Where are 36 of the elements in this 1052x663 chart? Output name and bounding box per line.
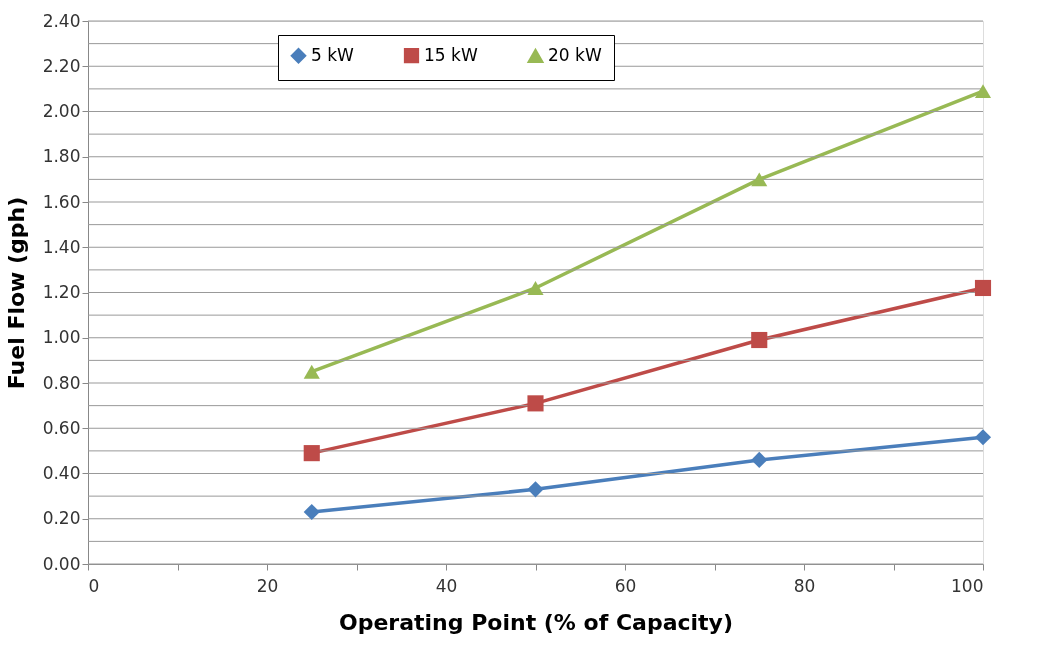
y-tick-label: 2.00 (42, 101, 81, 121)
x-tick-label: 60 (614, 575, 637, 596)
y-tick-label: 1.40 (42, 236, 81, 257)
point (751, 172, 768, 187)
y-tick-label: 0.80 (42, 372, 81, 393)
y-tick-label: 1.20 (42, 282, 81, 302)
y-tick-label: 2.40 (42, 10, 81, 31)
point (303, 445, 320, 462)
point (751, 451, 768, 468)
point (303, 364, 320, 379)
point (974, 279, 992, 297)
point (303, 503, 320, 521)
legend-label: 5 kW (311, 44, 355, 65)
point (974, 84, 992, 99)
y-tick-label: 1.00 (42, 327, 81, 348)
y-tick-label: 1.80 (42, 146, 81, 167)
x-tick-label: 80 (793, 575, 816, 596)
y-tick-label: 0.00 (42, 553, 81, 574)
y-tick-label: 0.40 (42, 463, 81, 483)
point (527, 481, 544, 498)
x-tick-label: 0 (88, 575, 100, 596)
y-tick-label: 2.20 (42, 55, 81, 76)
point (527, 395, 544, 412)
y-tick-label: 1.60 (42, 191, 81, 212)
legend-label: 15 kW (424, 44, 478, 65)
legend-label: 20 kW (548, 45, 602, 66)
y-axis-title: Fuel Flow (gph) (3, 196, 29, 390)
x-tick-label: 40 (435, 575, 458, 596)
y-tick-label: 0.20 (42, 508, 81, 529)
y-tick-label: 0.60 (42, 417, 81, 438)
point (751, 331, 768, 349)
x-axis-title: Operating Point (% of Capacity) (339, 609, 733, 635)
x-tick-label: 20 (256, 575, 279, 596)
point (527, 280, 544, 295)
x-tick-label: 100 (951, 575, 984, 596)
point (974, 429, 992, 446)
